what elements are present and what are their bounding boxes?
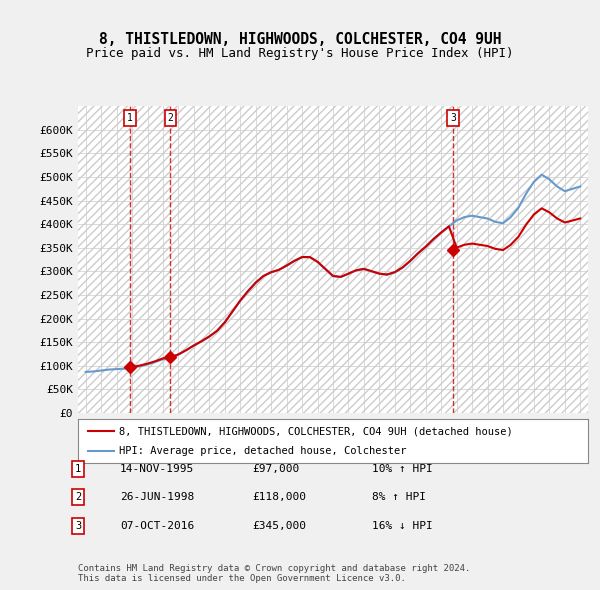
- Text: 1: 1: [75, 464, 81, 474]
- Text: 10% ↑ HPI: 10% ↑ HPI: [372, 464, 433, 474]
- Text: 07-OCT-2016: 07-OCT-2016: [120, 521, 194, 530]
- Text: £118,000: £118,000: [252, 493, 306, 502]
- Text: £345,000: £345,000: [252, 521, 306, 530]
- Text: 8% ↑ HPI: 8% ↑ HPI: [372, 493, 426, 502]
- Text: 14-NOV-1995: 14-NOV-1995: [120, 464, 194, 474]
- Text: 3: 3: [450, 113, 456, 123]
- Text: 2: 2: [167, 113, 173, 123]
- Text: 16% ↓ HPI: 16% ↓ HPI: [372, 521, 433, 530]
- Text: 2: 2: [75, 493, 81, 502]
- Text: £97,000: £97,000: [252, 464, 299, 474]
- Text: 3: 3: [75, 521, 81, 530]
- Text: 8, THISTLEDOWN, HIGHWOODS, COLCHESTER, CO4 9UH (detached house): 8, THISTLEDOWN, HIGHWOODS, COLCHESTER, C…: [119, 427, 512, 436]
- Text: HPI: Average price, detached house, Colchester: HPI: Average price, detached house, Colc…: [119, 446, 406, 455]
- Text: 8, THISTLEDOWN, HIGHWOODS, COLCHESTER, CO4 9UH: 8, THISTLEDOWN, HIGHWOODS, COLCHESTER, C…: [99, 32, 501, 47]
- Text: 26-JUN-1998: 26-JUN-1998: [120, 493, 194, 502]
- Text: 1: 1: [127, 113, 133, 123]
- Text: Contains HM Land Registry data © Crown copyright and database right 2024.
This d: Contains HM Land Registry data © Crown c…: [78, 563, 470, 583]
- Text: Price paid vs. HM Land Registry's House Price Index (HPI): Price paid vs. HM Land Registry's House …: [86, 47, 514, 60]
